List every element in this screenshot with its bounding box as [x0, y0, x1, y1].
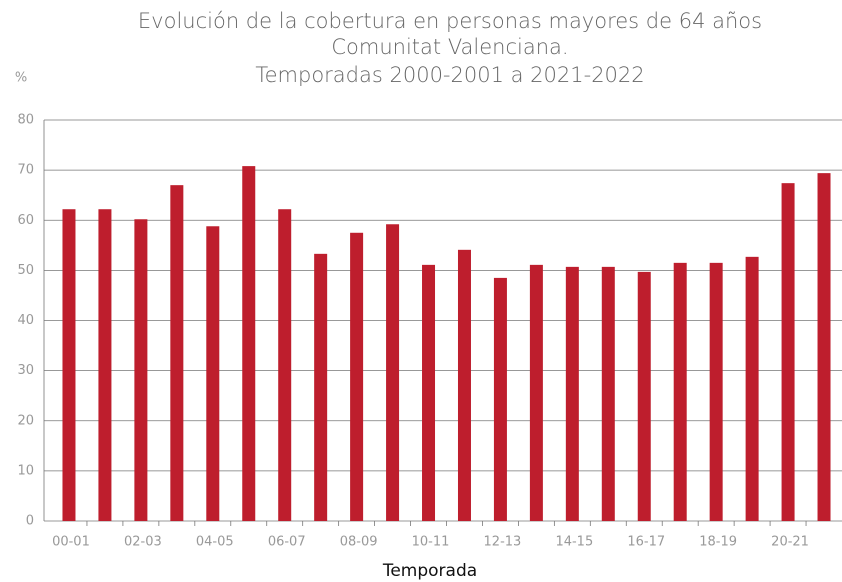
bar	[242, 166, 256, 522]
x-tick-label: 18-19	[699, 535, 737, 550]
y-tick-label: 10	[17, 463, 34, 478]
y-tick-label: 60	[17, 213, 34, 228]
bar	[781, 183, 795, 521]
bar	[601, 266, 615, 521]
bar	[98, 209, 112, 521]
bar	[817, 173, 831, 521]
bar	[673, 262, 687, 521]
bar	[314, 253, 328, 522]
x-tick-label: 20-21	[771, 535, 809, 550]
bar	[134, 219, 148, 521]
chart-title: Evolución de la cobertura en personas ma…	[138, 9, 762, 33]
bar	[493, 277, 507, 521]
bar	[350, 232, 364, 521]
bar	[709, 262, 723, 521]
bar	[206, 226, 220, 521]
y-tick-label: 30	[17, 363, 34, 378]
x-tick-label: 16-17	[627, 535, 665, 550]
y-tick-label: 80	[17, 113, 34, 128]
bar	[422, 264, 436, 521]
bar	[386, 224, 400, 521]
chart-title: Temporadas 2000-2001 a 2021-2022	[255, 63, 644, 87]
y-tick-label: 20	[17, 413, 34, 428]
x-tick-label: 14-15	[555, 535, 593, 550]
bar	[745, 256, 759, 521]
x-tick-label: 00-01	[52, 535, 90, 550]
bar	[170, 185, 184, 521]
y-tick-label: 70	[17, 163, 34, 178]
x-tick-label: 04-05	[196, 535, 234, 550]
bar	[278, 209, 292, 521]
x-tick-label: 10-11	[412, 535, 450, 550]
x-tick-label: 06-07	[268, 535, 306, 550]
chart-title: Comunitat Valenciana.	[331, 35, 568, 59]
x-tick-label: 02-03	[124, 535, 162, 550]
bar	[457, 249, 471, 522]
x-tick-label: 12-13	[484, 535, 522, 550]
bar	[637, 271, 651, 521]
y-axis-title: %	[15, 71, 27, 86]
bar	[565, 266, 579, 521]
y-tick-label: 0	[26, 514, 34, 529]
x-tick-label: 08-09	[340, 535, 378, 550]
y-tick-label: 40	[17, 313, 34, 328]
bar	[62, 209, 76, 521]
bar	[529, 264, 543, 521]
x-axis-title: Temporada	[382, 561, 477, 581]
y-tick-label: 50	[17, 263, 34, 278]
